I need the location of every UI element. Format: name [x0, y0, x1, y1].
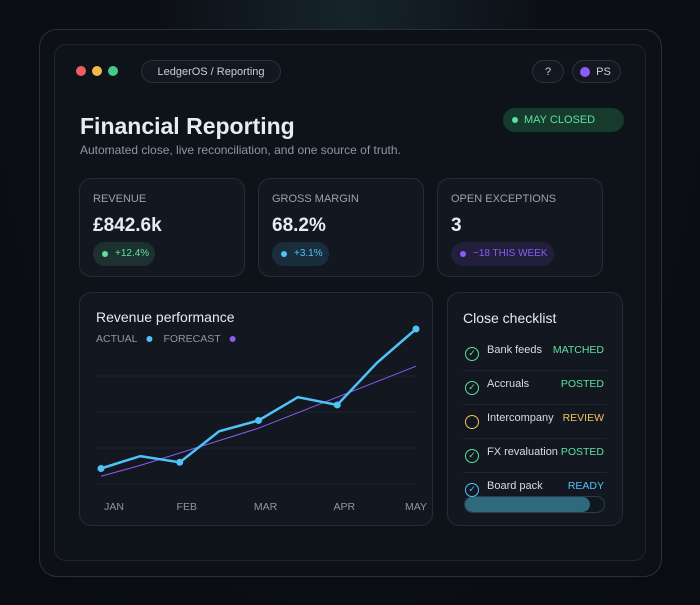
delta-text: +3.1%	[294, 248, 323, 259]
chart-card: Revenue performance ACTUAL FORECAST JAN FEB M…	[79, 292, 433, 526]
max-dot[interactable]	[108, 66, 118, 76]
item-name: Intercompany	[487, 412, 554, 424]
kpi-card: GROSS MARGIN 68.2% +3.1%	[258, 178, 424, 277]
check-icon	[465, 415, 479, 429]
x-tick-label: MAY	[405, 501, 427, 513]
kpi-delta: +12.4%	[93, 242, 156, 266]
checklist-title: Close checklist	[463, 310, 557, 326]
divider	[463, 370, 607, 371]
item-status: POSTED	[560, 446, 604, 458]
kpi-label: GROSS MARGIN	[272, 193, 359, 205]
status-badge: MAY CLOSED	[503, 108, 624, 132]
delta-text: −18 THIS WEEK	[473, 248, 548, 259]
item-name: FX revaluation	[487, 446, 558, 458]
avatar	[580, 67, 590, 77]
status-text: MAY CLOSED	[524, 114, 596, 126]
legend-label: FORECAST	[163, 333, 221, 345]
breadcrumb[interactable]: LedgerOS / Reporting	[141, 60, 281, 83]
item-status: POSTED	[560, 378, 604, 390]
check-icon: ✓	[465, 483, 479, 497]
user-initials: PS	[596, 65, 611, 78]
kpi-value: 68.2%	[272, 215, 326, 236]
legend-label: ACTUAL	[96, 333, 138, 345]
point-marker	[412, 325, 420, 333]
delta-dot	[102, 251, 108, 257]
delta-text: +12.4%	[115, 248, 150, 259]
page-title: Financial Reporting	[80, 113, 295, 139]
item-name: Board pack	[487, 480, 543, 492]
kpi-delta: +3.1%	[272, 242, 329, 266]
kpi-card: REVENUE £842.6k +12.4%	[79, 178, 245, 277]
user-button[interactable]: PS	[572, 60, 621, 83]
divider	[463, 404, 607, 405]
help-button[interactable]: ?	[532, 60, 564, 83]
kpi-value: £842.6k	[93, 215, 162, 236]
progress-bar	[465, 497, 591, 512]
min-dot[interactable]	[92, 66, 102, 76]
check-icon: ✓	[465, 381, 479, 395]
close-dot[interactable]	[76, 66, 86, 76]
x-tick-label: FEB	[177, 501, 197, 513]
divider	[463, 472, 607, 473]
kpi-delta: −18 THIS WEEK	[451, 242, 554, 266]
point-marker	[176, 458, 184, 466]
kpi-label: OPEN EXCEPTIONS	[451, 193, 557, 205]
legend-dot	[146, 336, 153, 342]
delta-dot	[460, 251, 466, 257]
item-status: READY	[567, 480, 604, 492]
kpi-card: OPEN EXCEPTIONS 3 −18 THIS WEEK	[437, 178, 603, 277]
window-controls	[76, 66, 118, 76]
item-name: Accruals	[487, 378, 530, 390]
point-marker	[97, 465, 105, 472]
checklist-card: Close checklist ✓ Bank feeds MATCHED ✓ Accru…	[447, 292, 623, 526]
kpi-label: REVENUE	[93, 193, 147, 205]
delta-dot	[281, 251, 287, 257]
check-icon: ✓	[465, 449, 479, 463]
page-subtitle: Automated close, live reconciliation, an…	[80, 143, 401, 157]
point-marker	[255, 416, 262, 424]
chart-title: Revenue performance	[96, 309, 235, 325]
x-tick-label: JAN	[104, 501, 124, 513]
item-status: MATCHED	[552, 344, 604, 356]
series-line	[100, 365, 417, 477]
kpi-value: 3	[451, 215, 462, 236]
point-marker	[333, 401, 341, 409]
legend-dot	[229, 336, 236, 342]
chart: Revenue performance ACTUAL FORECAST JAN FEB M…	[96, 309, 427, 513]
progress-track	[464, 496, 605, 513]
item-name: Bank feeds	[487, 344, 543, 356]
divider	[463, 438, 607, 439]
check-icon: ✓	[465, 347, 479, 361]
x-tick-label: MAR	[254, 501, 278, 513]
item-status: REVIEW	[562, 412, 604, 424]
x-tick-label: APR	[333, 501, 355, 513]
